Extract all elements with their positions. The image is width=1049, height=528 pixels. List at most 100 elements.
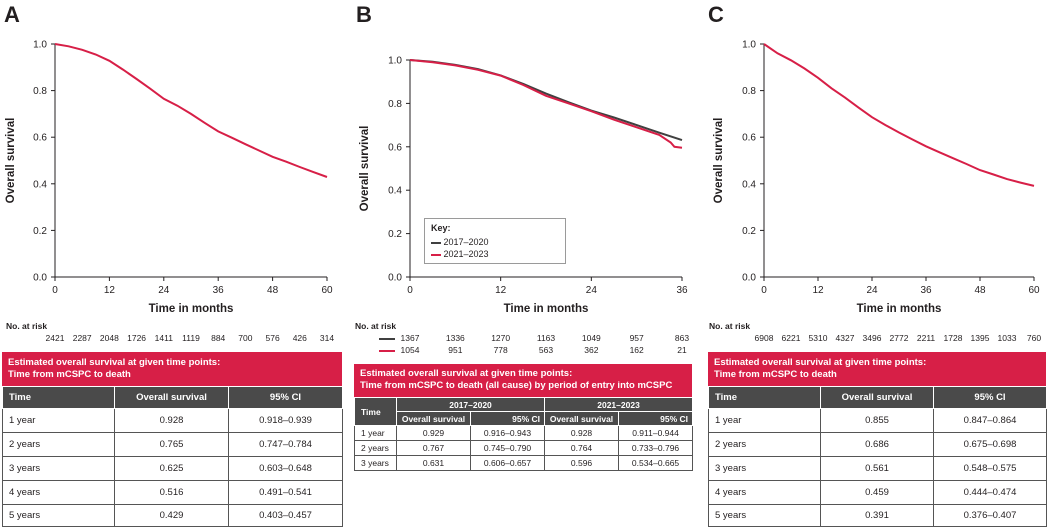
- risk-value: 863: [674, 333, 690, 343]
- y-tick-label: 0.4: [388, 186, 402, 197]
- table-cell: 0.403–0.457: [228, 504, 343, 527]
- risk-value: 1411: [154, 333, 173, 343]
- y-tick-label: 0.8: [742, 86, 756, 97]
- table-title-line: Time from mCSPC to death: [714, 369, 837, 380]
- table-cell: 0.855: [820, 408, 934, 433]
- x-tick-label: 12: [495, 285, 507, 296]
- table-cell: 0.603–0.648: [228, 456, 343, 481]
- x-tick-label: 24: [158, 285, 170, 296]
- table-cell: 3 years: [2, 456, 115, 481]
- y-tick-label: 0.6: [742, 133, 756, 144]
- panel-letter-a: A: [4, 2, 20, 27]
- table-cell: 0.733–0.796: [618, 440, 694, 456]
- survival-chart-a: 0.0 0.2 0.4 0.6 0.8 1.0 0 12 24 36 48 60 Time in mon…: [5, 40, 333, 316]
- y-axis-label: Overall survival: [359, 126, 371, 212]
- risk-value: 2421: [45, 333, 65, 343]
- risk-value: 1367: [400, 333, 420, 343]
- column-header: Overall survival: [544, 411, 620, 426]
- column-header: Time: [2, 386, 115, 409]
- table-cell: 0.606–0.657: [469, 455, 546, 471]
- risk-value: 1054: [400, 345, 420, 355]
- legend-swatch-dark: [431, 241, 441, 244]
- table-cell: 0.625: [114, 456, 229, 481]
- column-header: 95% CI: [228, 386, 343, 409]
- table-cell: 0.675–0.698: [933, 432, 1047, 457]
- table-title-b: Estimated overall survival at given time…: [354, 364, 692, 397]
- table-cell: 0.928: [544, 425, 620, 441]
- y-tick-label: 1.0: [33, 40, 47, 51]
- survival-curve-primary: [763, 43, 1035, 187]
- table-row: 5 years 0.391 0.376–0.407: [708, 504, 1047, 527]
- risk-value: 1336: [445, 333, 465, 343]
- y-tick-label: 1.0: [742, 40, 756, 51]
- table-cell: 4 years: [2, 480, 115, 505]
- risk-label-a: No. at risk: [6, 321, 48, 331]
- y-tick-label: 0.0: [33, 273, 47, 284]
- risk-value: 1049: [581, 333, 601, 343]
- risk-value: 700: [238, 333, 253, 343]
- survival-table-a: Time Overall survival 95% CI 1 year 0.928…: [2, 386, 343, 527]
- risk-value: 1033: [997, 333, 1017, 343]
- y-tick-label: 0.2: [742, 226, 756, 237]
- table-cell: 0.764: [544, 440, 620, 456]
- table-cell: 0.376–0.407: [933, 504, 1047, 527]
- risk-value: 1395: [970, 333, 990, 343]
- table-title-a: Estimated overall survival at given time…: [2, 352, 342, 386]
- y-tick-label: 1.0: [388, 56, 402, 67]
- risk-value: 884: [211, 333, 226, 343]
- y-tick-label: 0.6: [388, 142, 402, 153]
- x-tick-label: 48: [267, 285, 279, 296]
- table-cell: 0.928: [114, 408, 229, 433]
- table-cell: 0.911–0.944: [618, 425, 694, 441]
- table-row: 1 year 0.929 0.916–0.943 0.928 0.911–0.944: [354, 425, 694, 441]
- table-row: 3 years 0.561 0.548–0.575: [708, 456, 1047, 481]
- column-header: Time: [354, 397, 397, 426]
- risk-value: 3496: [862, 333, 882, 343]
- table-cell: 5 years: [2, 504, 115, 527]
- column-header: Overall survival: [396, 411, 471, 426]
- y-tick-label: 0.8: [33, 86, 47, 97]
- table-row: 4 years 0.516 0.491–0.541: [2, 480, 343, 505]
- table-cell: 0.765: [114, 432, 229, 457]
- group-header: 2021–2023: [544, 397, 694, 412]
- table-cell: 0.429: [114, 504, 229, 527]
- risk-swatch: [379, 338, 395, 340]
- table-cell: 0.391: [820, 504, 934, 527]
- table-row: 3 years 0.631 0.606–0.657 0.596 0.534–0.665: [354, 455, 694, 471]
- risk-value: 957: [629, 333, 644, 343]
- y-tick-label: 0.2: [33, 226, 47, 237]
- risk-value: 951: [448, 345, 463, 355]
- table-cell: 0.847–0.864: [933, 408, 1047, 433]
- table-cell: 0.596: [544, 455, 620, 471]
- table-cell: 0.916–0.943: [469, 425, 546, 441]
- risk-value: 21: [677, 345, 687, 355]
- table-row: 5 years 0.429 0.403–0.457: [2, 504, 343, 527]
- table-title-line: Time from mCSPC to death (all cause) by …: [360, 380, 673, 391]
- risk-value: 162: [629, 345, 644, 355]
- column-header: Overall survival: [820, 386, 934, 409]
- x-tick-label: 0: [52, 285, 58, 296]
- x-tick-label: 24: [586, 285, 598, 296]
- table-title-line: Time from mCSPC to death: [8, 369, 131, 380]
- table-row: 1 year 0.928 0.918–0.939: [2, 408, 343, 433]
- risk-value: 5310: [808, 333, 828, 343]
- table-cell: 0.631: [396, 455, 471, 471]
- x-tick-label: 60: [321, 285, 333, 296]
- x-tick-label: 12: [104, 285, 116, 296]
- x-axis-label: Time in months: [149, 303, 234, 315]
- table-title-c: Estimated overall survival at given time…: [708, 352, 1046, 386]
- x-tick-label: 36: [213, 285, 225, 296]
- table-cell: 0.548–0.575: [933, 456, 1047, 481]
- risk-value: 6221: [781, 333, 801, 343]
- panel-letter-b: B: [356, 2, 372, 27]
- table-title-line: Estimated overall survival at given time…: [714, 357, 927, 368]
- table-cell: 0.747–0.784: [228, 432, 343, 457]
- table-row: 3 years 0.625 0.603–0.648: [2, 456, 343, 481]
- table-cell: 0.745–0.790: [469, 440, 546, 456]
- risk-value: 1728: [943, 333, 963, 343]
- risk-value: 1163: [536, 333, 556, 343]
- table-cell: 3 years: [708, 456, 821, 481]
- risk-value: 1270: [491, 333, 511, 343]
- table-row: 2 years 0.767 0.745–0.790 0.764 0.733–0.796: [354, 440, 694, 456]
- table-cell: 1 year: [708, 408, 821, 433]
